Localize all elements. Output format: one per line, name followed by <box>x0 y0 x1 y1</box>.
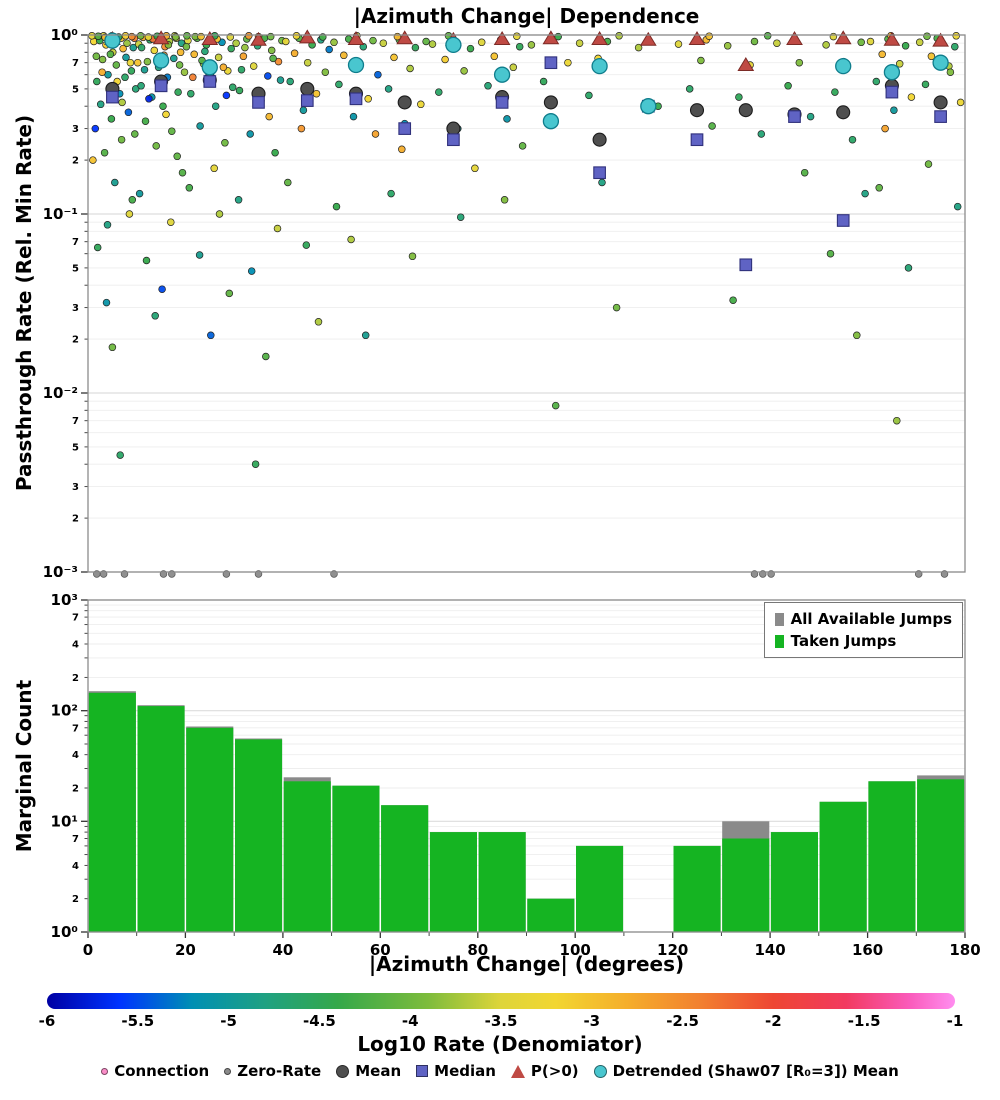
legend-label: All Available Jumps <box>790 610 952 628</box>
histogram-svg: 2 4 7 2 4 7 2 4 7 10⁰ 10¹ 10² 10³ 0 20 40 60 80 100 120 140 1… <box>51 591 981 959</box>
svg-text:7: 7 <box>72 723 79 734</box>
scatter-svg: 2 3 5 7 2 3 5 7 2 3 5 7 10⁰ 10⁻¹ 10⁻² 10⁻³ <box>43 26 966 581</box>
histogram-legend-item: Taken Jumps <box>774 630 952 652</box>
svg-text:180: 180 <box>949 941 980 959</box>
svg-text:3: 3 <box>72 482 79 493</box>
svg-text:0: 0 <box>83 941 93 959</box>
circle-marker-icon <box>336 1064 350 1078</box>
histogram-legend: All Available Jumps Taken Jumps <box>763 602 963 658</box>
legend-label: Detrended (Shaw07 [R₀=3]) Mean <box>612 1062 899 1080</box>
colorbar-tick-label: -2 <box>765 1012 782 1030</box>
svg-text:4: 4 <box>72 861 79 872</box>
svg-text:5: 5 <box>72 84 79 95</box>
dot-marker-icon <box>101 1067 109 1075</box>
histogram-legend-item: All Available Jumps <box>774 608 952 630</box>
svg-text:5: 5 <box>72 442 79 453</box>
colorbar-tick-label: -2.5 <box>666 1012 699 1030</box>
svg-text:80: 80 <box>467 941 488 959</box>
svg-text:7: 7 <box>72 237 79 248</box>
svg-text:2: 2 <box>72 894 79 905</box>
svg-text:140: 140 <box>754 941 785 959</box>
figure-legend: Connection Zero-Rate Mean Median P(>0) Detren… <box>0 1062 1000 1080</box>
square-marker-icon <box>416 1065 429 1077</box>
svg-text:20: 20 <box>175 941 196 959</box>
legend-label: Zero-Rate <box>237 1062 322 1080</box>
svg-text:60: 60 <box>370 941 391 959</box>
colorbar-tick-label: -4 <box>401 1012 419 1030</box>
svg-text:7: 7 <box>72 416 79 427</box>
colorbar-gradient <box>47 993 955 1009</box>
svg-text:10⁰: 10⁰ <box>51 26 78 44</box>
x-axis-label: |Azimuth Change| (degrees) <box>368 952 685 976</box>
dot-marker-icon <box>224 1067 232 1075</box>
legend-item-median: Median <box>416 1062 496 1080</box>
svg-text:2: 2 <box>72 335 79 346</box>
scatter-panel: 2 3 5 7 2 3 5 7 2 3 5 7 10⁰ 10⁻¹ 10⁻² 10⁻³ <box>43 26 966 581</box>
legend-item-detrended-shaw07-r-3-mean: Detrended (Shaw07 [R₀=3]) Mean <box>593 1062 899 1080</box>
svg-text:3: 3 <box>72 124 79 135</box>
colorbar-tick-label: -1 <box>946 1012 964 1030</box>
svg-text:2: 2 <box>72 514 79 525</box>
legend-label: Mean <box>355 1062 402 1080</box>
svg-text:7: 7 <box>72 613 79 624</box>
svg-text:160: 160 <box>852 941 883 959</box>
legend-item-p-0: P(>0) <box>510 1062 579 1080</box>
svg-text:2: 2 <box>72 673 79 684</box>
legend-item-connection: Connection <box>101 1062 209 1080</box>
legend-label: Taken Jumps <box>790 632 897 650</box>
svg-text:7: 7 <box>72 58 79 69</box>
svg-text:10³: 10³ <box>51 591 78 609</box>
svg-text:2: 2 <box>72 784 79 795</box>
svg-text:4: 4 <box>72 750 79 761</box>
svg-text:10⁻³: 10⁻³ <box>43 563 78 581</box>
triangle-marker-icon <box>510 1064 525 1078</box>
colorbar-tick-label: -5.5 <box>121 1012 155 1030</box>
colorbar-tick-label: -5 <box>220 1012 237 1030</box>
svg-text:40: 40 <box>272 941 293 959</box>
legend-item-zero-rate: Zero-Rate <box>224 1062 321 1080</box>
svg-text:5: 5 <box>72 263 79 274</box>
svg-text:10⁻²: 10⁻² <box>43 384 78 402</box>
legend-swatch <box>774 612 784 626</box>
svg-text:2: 2 <box>72 156 79 167</box>
colorbar-tick-label: -3 <box>583 1012 601 1030</box>
svg-text:7: 7 <box>72 834 79 845</box>
svg-text:3: 3 <box>72 303 79 314</box>
colorbar-tick-label: -1.5 <box>847 1012 881 1030</box>
svg-text:10⁻¹: 10⁻¹ <box>43 205 78 223</box>
colorbar-tick-label: -6 <box>38 1012 56 1030</box>
circle-marker-icon <box>593 1064 607 1078</box>
svg-text:4: 4 <box>72 640 79 651</box>
chart-title: |Azimuth Change| Dependence <box>353 4 700 28</box>
svg-text:10⁰: 10⁰ <box>51 923 78 941</box>
legend-label: Connection <box>114 1062 210 1080</box>
legend-swatch <box>774 634 784 648</box>
colorbar-tick-label: -3.5 <box>484 1012 518 1030</box>
colorbar-label: Log10 Rate (Denomiator) <box>357 1032 643 1056</box>
legend-label: Median <box>434 1062 496 1080</box>
histogram-panel: 2 4 7 2 4 7 2 4 7 10⁰ 10¹ 10² 10³ 0 20 40 60 80 100 120 140 1… <box>0 590 1000 965</box>
svg-text:120: 120 <box>657 941 688 959</box>
svg-text:10¹: 10¹ <box>51 812 78 830</box>
svg-text:10²: 10² <box>51 702 78 720</box>
legend-item-mean: Mean <box>336 1062 401 1080</box>
svg-text:100: 100 <box>560 941 591 959</box>
colorbar-tick-label: -4.5 <box>302 1012 336 1030</box>
legend-label: P(>0) <box>530 1062 579 1080</box>
colorbar-ticks: -6 -5.5 -5 -4.5 -4 -3.5 -3 -2.5 -2 -1.5 -1 <box>39 1012 964 1030</box>
